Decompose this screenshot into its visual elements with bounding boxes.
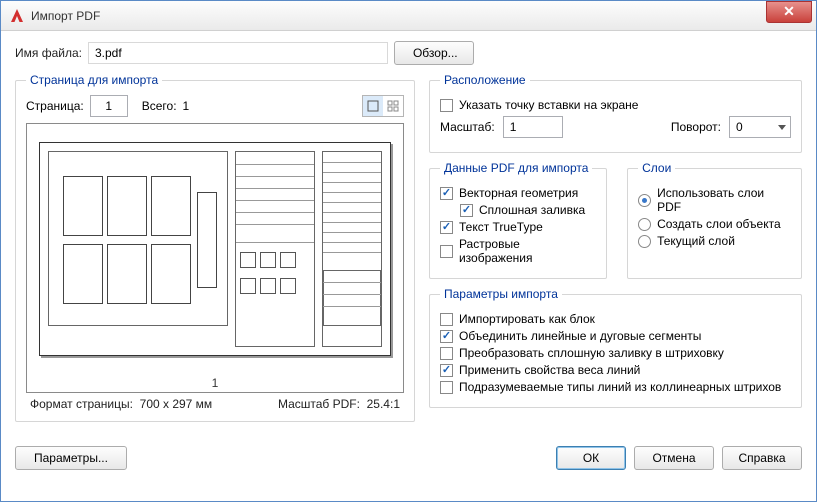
format-label: Формат страницы: — [30, 397, 133, 411]
layers-createobj-label: Создать слои объекта — [657, 217, 781, 231]
raster-label: Растровые изображения — [459, 237, 596, 265]
importopts-legend: Параметры импорта — [440, 287, 562, 301]
raster-checkbox[interactable] — [440, 245, 453, 258]
layers-group: Слои Использовать слои PDF Создать слои … — [627, 161, 802, 279]
page-input[interactable] — [90, 95, 128, 117]
page-preview: 1 — [26, 123, 404, 393]
pdfdata-group: Данные PDF для импорта Векторная геометр… — [429, 161, 607, 279]
layers-current-label: Текущий слой — [657, 234, 735, 248]
options-button[interactable]: Параметры... — [15, 446, 127, 470]
hatch-label: Преобразовать сплошную заливку в штрихов… — [459, 346, 724, 360]
infer-label: Подразумеваемые типы линий из коллинеарн… — [459, 380, 781, 394]
lineweight-checkbox[interactable] — [440, 364, 453, 377]
join-label: Объединить линейные и дуговые сегменты — [459, 329, 701, 343]
help-button[interactable]: Справка — [722, 446, 802, 470]
page-label: Страница: — [26, 99, 84, 113]
asblock-checkbox[interactable] — [440, 313, 453, 326]
solid-label: Сплошная заливка — [479, 203, 585, 217]
page-group: Страница для импорта Страница: Всего: 1 — [15, 73, 415, 422]
pdfscale-value: 25.4:1 — [367, 397, 400, 411]
close-button[interactable]: ✕ — [766, 1, 812, 23]
hatch-checkbox[interactable] — [440, 347, 453, 360]
app-logo — [9, 8, 25, 24]
truetype-label: Текст TrueType — [459, 220, 543, 234]
rotation-value: 0 — [736, 120, 743, 134]
preview-page-number: 1 — [27, 374, 403, 392]
layers-usepdf-label: Использовать слои PDF — [657, 186, 791, 214]
pdfscale-label: Масштаб PDF: — [278, 397, 360, 411]
location-legend: Расположение — [440, 73, 530, 87]
total-label: Всего: — [142, 99, 177, 113]
truetype-checkbox[interactable] — [440, 221, 453, 234]
pdfdata-legend: Данные PDF для импорта — [440, 161, 592, 175]
scale-label: Масштаб: — [440, 120, 495, 134]
rotation-select[interactable]: 0 — [729, 116, 791, 138]
cancel-button[interactable]: Отмена — [634, 446, 714, 470]
vector-label: Векторная геометрия — [459, 186, 578, 200]
location-group: Расположение Указать точку вставки на эк… — [429, 73, 802, 153]
filename-label: Имя файла: — [15, 46, 82, 60]
lineweight-label: Применить свойства веса линий — [459, 363, 640, 377]
vector-checkbox[interactable] — [440, 187, 453, 200]
ok-button[interactable]: ОК — [556, 446, 626, 470]
dialog-window: Импорт PDF ✕ Имя файла: Обзор... Страниц… — [0, 0, 817, 502]
total-value: 1 — [183, 99, 190, 113]
browse-button[interactable]: Обзор... — [394, 41, 474, 65]
layers-current-radio[interactable] — [638, 235, 651, 248]
view-grid-icon[interactable] — [383, 96, 403, 116]
join-checkbox[interactable] — [440, 330, 453, 343]
onscreen-label: Указать точку вставки на экране — [459, 98, 638, 112]
solid-checkbox[interactable] — [460, 204, 473, 217]
asblock-label: Импортировать как блок — [459, 312, 595, 326]
scale-input[interactable] — [503, 116, 563, 138]
layers-createobj-radio[interactable] — [638, 218, 651, 231]
view-single-icon[interactable] — [363, 96, 383, 116]
onscreen-checkbox[interactable] — [440, 99, 453, 112]
importopts-group: Параметры импорта Импортировать как блок… — [429, 287, 802, 408]
titlebar: Импорт PDF ✕ — [1, 1, 816, 31]
layers-legend: Слои — [638, 161, 675, 175]
infer-checkbox[interactable] — [440, 381, 453, 394]
window-title: Импорт PDF — [31, 9, 100, 23]
view-toggle — [362, 95, 404, 117]
filename-field[interactable] — [88, 42, 388, 64]
rotation-label: Поворот: — [671, 120, 721, 134]
format-value: 700 x 297 мм — [140, 397, 213, 411]
chevron-down-icon — [778, 125, 786, 130]
page-group-legend: Страница для импорта — [26, 73, 162, 87]
layers-usepdf-radio[interactable] — [638, 194, 651, 207]
